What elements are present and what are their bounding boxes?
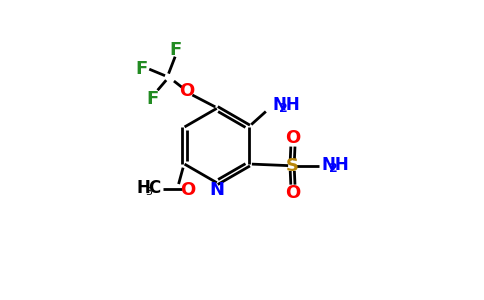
- Text: 2: 2: [279, 102, 288, 115]
- Text: H: H: [136, 179, 150, 197]
- Text: O: O: [180, 82, 195, 100]
- Text: F: F: [146, 90, 158, 108]
- Text: S: S: [286, 157, 299, 175]
- Text: F: F: [169, 41, 181, 59]
- Text: NH: NH: [272, 96, 300, 114]
- Text: 2: 2: [329, 162, 337, 175]
- Text: F: F: [136, 60, 148, 78]
- Text: N: N: [209, 181, 224, 199]
- Text: NH: NH: [322, 156, 349, 174]
- Text: O: O: [285, 184, 300, 202]
- Text: 3: 3: [145, 188, 152, 197]
- Text: C: C: [148, 179, 160, 197]
- Text: O: O: [285, 129, 300, 147]
- Text: O: O: [180, 181, 195, 199]
